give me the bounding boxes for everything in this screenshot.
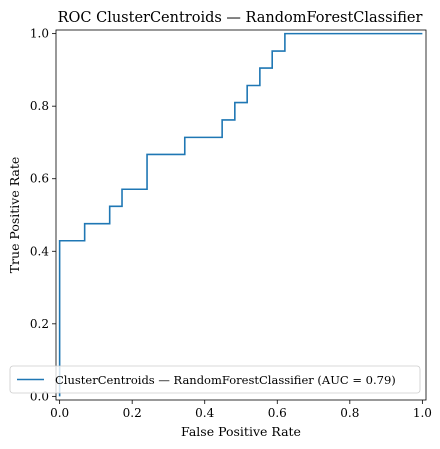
roc-curve-line [58,32,423,397]
x-axis-label: False Positive Rate [181,424,301,439]
series-layer [58,32,423,397]
x-tick-label: 0.8 [340,406,359,420]
plot-frame [55,29,427,401]
y-tick-label: 0.2 [30,317,49,331]
y-tick-label: 0.6 [30,172,49,186]
legend-box [9,365,421,394]
y-tick-label: 0.4 [30,244,49,258]
legend-label: ClusterCentroids — RandomForestClassifie… [55,373,396,387]
x-tick-label: 0.0 [50,406,69,420]
chart-title: ROC ClusterCentroids — RandomForestClass… [58,10,423,26]
y-tick-label: 1.0 [30,27,49,41]
x-tick-label: 0.4 [195,406,214,420]
y-tick-label: 0.8 [30,99,49,113]
x-tick-label: 0.2 [123,406,142,420]
plot-area [56,30,426,400]
y-axis-label: True Positive Rate [7,157,22,274]
legend: ClusterCentroids — RandomForestClassifie… [9,365,421,394]
x-tick-label: 0.6 [268,406,287,420]
x-tick-label: 1.0 [413,406,432,420]
